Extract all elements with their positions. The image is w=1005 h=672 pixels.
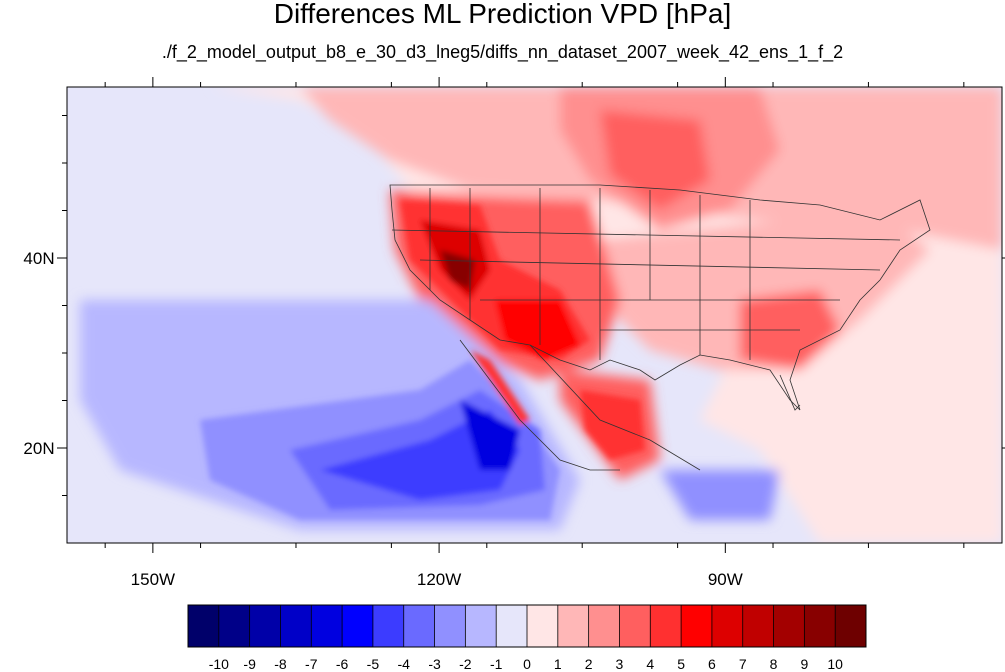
colorbar-swatch <box>681 605 713 647</box>
political-boundaries <box>389 184 931 471</box>
heatmap-field <box>67 87 1002 543</box>
colorbar-label: -2 <box>459 656 472 672</box>
colorbar-frame <box>187 604 867 648</box>
colorbar-swatch <box>434 605 466 647</box>
colorbar-label: -8 <box>274 656 287 672</box>
colorbar-label: -9 <box>243 656 256 672</box>
colorbar-swatch <box>496 605 528 647</box>
colorbar-swatch <box>711 605 744 647</box>
colorbar-swatch <box>588 605 620 647</box>
colorbar-swatch <box>342 605 374 647</box>
x-tick-label: 120W <box>417 570 461 589</box>
colorbar-label: 7 <box>739 656 747 672</box>
colorbar-swatch <box>619 605 651 647</box>
colorbar-swatch <box>557 605 590 647</box>
colorbar-swatch <box>773 605 805 647</box>
colorbar-swatch <box>527 605 559 647</box>
y-axis: 20N 40N <box>23 115 1005 496</box>
y-tick-label: 40N <box>23 249 54 268</box>
region-gulf-of-california <box>470 350 530 425</box>
colorbar-label: 9 <box>800 656 808 672</box>
region-central-canada-core <box>600 110 710 210</box>
colorbar-label: 8 <box>770 656 778 672</box>
colorbar-swatch <box>280 605 312 647</box>
region-great-basin-peak <box>440 250 475 290</box>
colorbar-label: -5 <box>367 656 380 672</box>
x-tick-label: 90W <box>708 570 743 589</box>
colorbar-label: 6 <box>708 656 716 672</box>
colorbar-swatch <box>188 605 220 647</box>
colorbar-swatch <box>372 605 405 647</box>
colorbar-swatch <box>249 605 281 647</box>
colorbar-swatch <box>465 605 497 647</box>
x-tick-label: 150W <box>131 570 175 589</box>
colorbar-swatch <box>835 605 867 647</box>
x-axis: 150W 120W 90W <box>104 77 965 589</box>
colorbar-swatch <box>742 605 775 647</box>
colorbar-swatch <box>311 605 343 647</box>
colorbar-label: -10 <box>209 656 229 672</box>
colorbar-label: 10 <box>827 656 843 672</box>
y-tick-label: 20N <box>23 439 54 458</box>
colorbar-swatch <box>650 605 682 647</box>
colorbar-label: -6 <box>336 656 349 672</box>
chart-title: Differences ML Prediction VPD [hPa] <box>273 0 732 29</box>
colorbar-label: 1 <box>554 656 562 672</box>
colorbar-swatch <box>403 605 436 647</box>
plot-frame <box>66 86 1003 544</box>
region-caribbean <box>660 470 780 520</box>
colorbar-label: 5 <box>677 656 685 672</box>
colorbar-label: -4 <box>398 656 411 672</box>
colorbar-swatch <box>804 605 836 647</box>
region-arizona-new-mexico <box>495 300 580 360</box>
colorbar-label: -1 <box>490 656 503 672</box>
colorbar-label: 2 <box>585 656 593 672</box>
colorbar-label: -7 <box>305 656 318 672</box>
colorbar-label: -3 <box>428 656 441 672</box>
colorbar-label: 3 <box>616 656 624 672</box>
colorbar-label: 4 <box>646 656 654 672</box>
colorbar: -10 -9 -8 -7 -6 -5 -4 -3 -2 -1 0 1 2 3 4 5 6 7 8 9 10 <box>187 604 867 672</box>
colorbar-swatch <box>218 605 251 647</box>
chart-subtitle: ./f_2_model_output_b8_e_30_d3_lneg5/diff… <box>161 42 844 62</box>
region-pacific-deep <box>460 400 520 470</box>
colorbar-label: 0 <box>523 656 531 672</box>
